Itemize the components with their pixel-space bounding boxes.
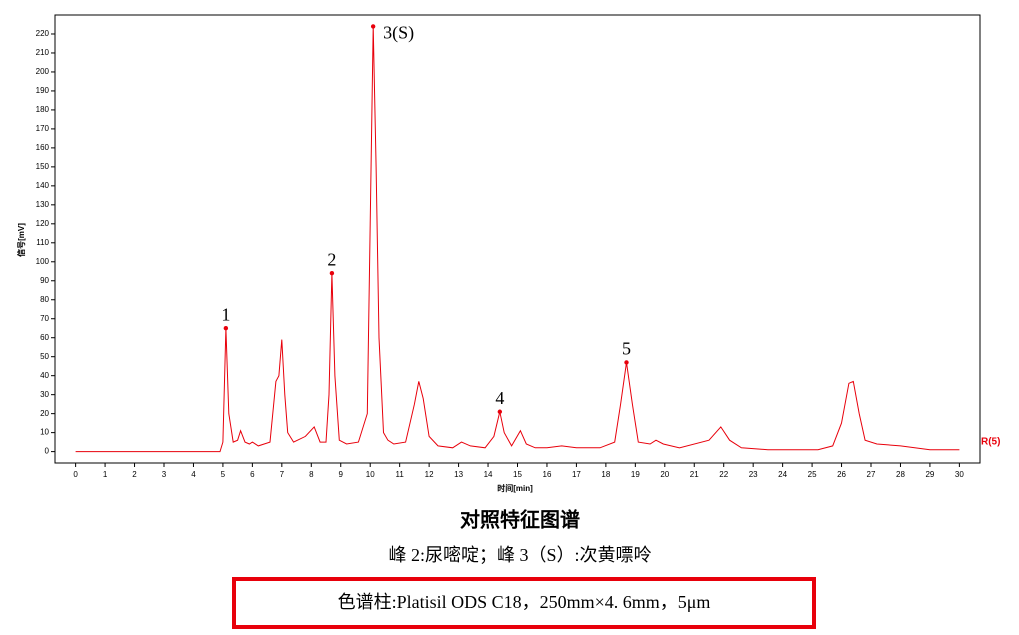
x-tick-label: 7 — [280, 470, 285, 479]
x-tick-label: 1 — [103, 470, 108, 479]
y-tick-label: 140 — [36, 181, 50, 190]
x-tick-label: 18 — [601, 470, 610, 479]
x-tick-label: 3 — [162, 470, 167, 479]
x-tick-label: 12 — [425, 470, 434, 479]
subtitle: 峰 2:尿嘧啶；峰 3（S）:次黄嘌呤 — [388, 545, 651, 565]
y-tick-label: 120 — [36, 219, 50, 228]
x-tick-label: 24 — [778, 470, 787, 479]
x-tick-label: 6 — [250, 470, 255, 479]
x-tick-label: 19 — [631, 470, 640, 479]
x-tick-label: 25 — [808, 470, 817, 479]
x-tick-label: 5 — [221, 470, 226, 479]
peak-marker — [223, 326, 229, 331]
highlight-box — [232, 577, 816, 629]
y-tick-label: 150 — [36, 162, 50, 171]
plot-frame — [54, 14, 981, 464]
chart-title: 对照特征图谱 — [460, 507, 580, 531]
x-tick-label: 4 — [191, 470, 196, 479]
y-tick-label: 50 — [40, 352, 49, 361]
y-tick-label: 200 — [36, 67, 50, 76]
x-tick-label: 16 — [543, 470, 552, 479]
y-tick-label: 0 — [45, 447, 50, 456]
x-tick-label: 8 — [309, 470, 314, 479]
peak-label: 3(S) — [383, 23, 414, 44]
y-tick-label: 110 — [36, 238, 49, 247]
x-tick-label: 15 — [513, 470, 522, 479]
column-note: 色谱柱:Platisil ODS C18，250mm×4. 6mm，5μm — [338, 592, 711, 612]
x-tick-label: 20 — [660, 470, 669, 479]
peak-marker — [497, 409, 503, 414]
y-tick-label: 190 — [36, 86, 50, 95]
y-axis-label: 信号[mV] — [16, 223, 26, 257]
peak-label: 2 — [327, 249, 336, 269]
x-axis-label: 时间[min] — [497, 483, 533, 493]
y-tick-label: 20 — [40, 409, 49, 418]
y-tick-label: 210 — [36, 48, 50, 57]
series-label: R(5) — [981, 436, 1000, 447]
y-tick-label: 130 — [36, 200, 50, 209]
x-tick-label: 30 — [955, 470, 964, 479]
x-tick-label: 9 — [339, 470, 344, 479]
peak-label: 1 — [221, 304, 230, 324]
y-tick-label: 70 — [40, 314, 49, 323]
peak-label: 4 — [495, 388, 504, 408]
y-tick-label: 80 — [40, 295, 49, 304]
peak-marker — [370, 24, 376, 29]
y-tick-label: 100 — [36, 257, 50, 266]
x-tick-label: 0 — [73, 470, 78, 479]
x-tick-label: 29 — [925, 470, 934, 479]
x-tick-label: 23 — [749, 470, 758, 479]
y-tick-label: 30 — [40, 390, 49, 399]
x-tick-label: 26 — [837, 470, 846, 479]
y-tick-label: 160 — [36, 143, 50, 152]
y-tick-label: 40 — [40, 371, 49, 380]
peak-label: 5 — [622, 339, 631, 359]
y-tick-label: 90 — [40, 276, 49, 285]
trace — [75, 26, 960, 453]
y-tick-label: 220 — [36, 29, 50, 38]
x-tick-label: 10 — [366, 470, 375, 479]
y-tick-label: 10 — [40, 428, 49, 437]
y-tick-label: 170 — [36, 124, 50, 133]
x-tick-label: 27 — [867, 470, 876, 479]
x-tick-label: 22 — [719, 470, 728, 479]
peak-marker — [624, 360, 629, 365]
peak-marker — [329, 270, 335, 276]
x-tick-label: 13 — [454, 470, 463, 479]
x-tick-label: 28 — [896, 470, 905, 479]
y-tick-label: 60 — [40, 333, 49, 342]
x-tick-label: 2 — [132, 470, 137, 479]
x-tick-label: 21 — [690, 470, 699, 479]
x-tick-label: 11 — [396, 470, 405, 479]
x-tick-label: 17 — [572, 470, 581, 479]
x-tick-label: 14 — [484, 470, 493, 479]
y-tick-label: 180 — [36, 105, 50, 114]
